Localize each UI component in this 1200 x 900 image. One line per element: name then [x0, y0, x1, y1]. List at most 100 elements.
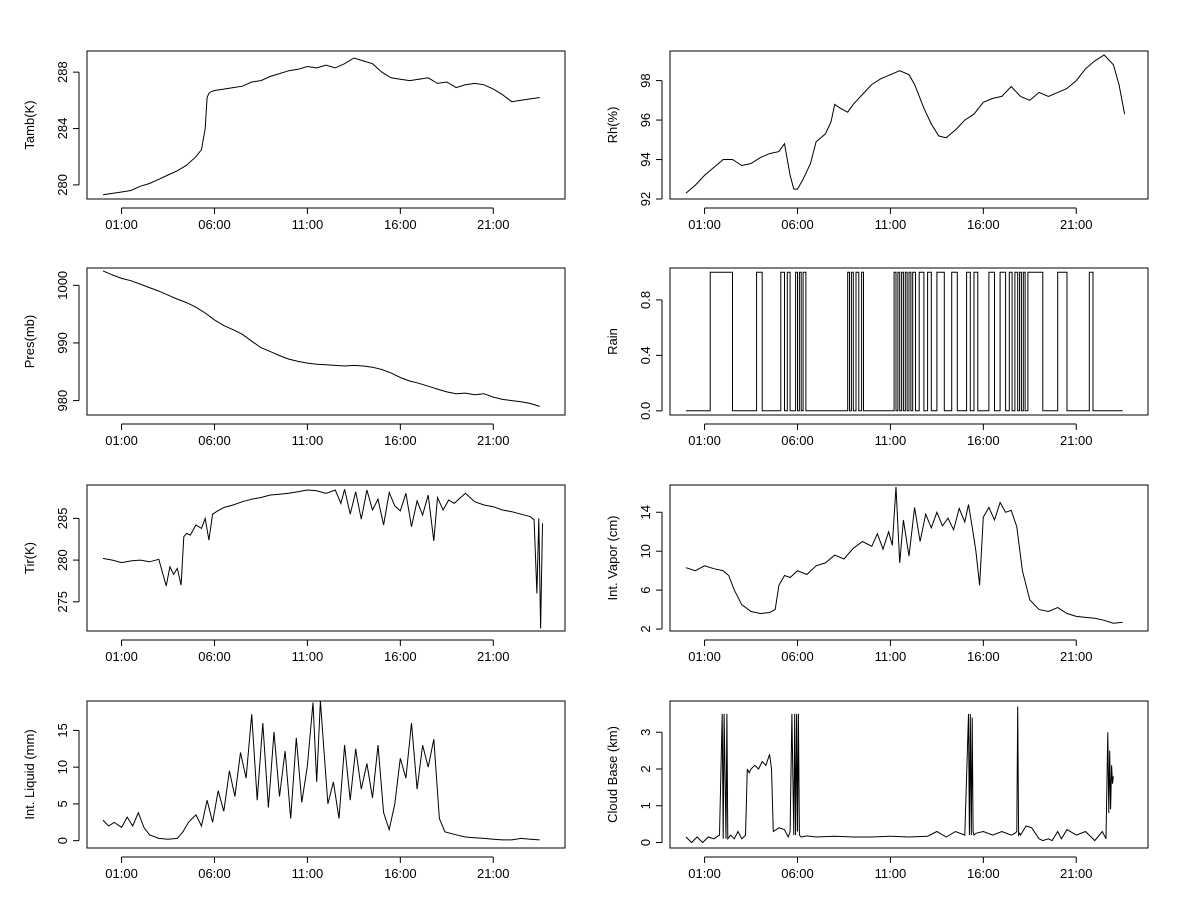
series-line-1: [686, 271, 1123, 412]
x-tick-label: 16:00: [384, 433, 417, 448]
plot-frame: [669, 700, 1149, 849]
y-tick-label: 990: [55, 332, 70, 354]
plot-frame: [669, 267, 1149, 416]
y-tick-label: 3: [638, 729, 653, 736]
plot-frame: [669, 484, 1149, 632]
y-tick-label: 285: [55, 508, 70, 530]
y-axis-title: Tir(K): [22, 542, 37, 574]
x-tick-label: 01:00: [105, 217, 138, 232]
y-tick-label: 2: [638, 625, 653, 632]
x-tick-label: 06:00: [781, 217, 814, 232]
y-tick-label: 0.8: [638, 291, 653, 309]
chart-panel-6: 01:00 06:00 11:00 16:00 21:00 2 6 10 14 Int. Vapo…: [605, 484, 1149, 664]
plot-frame: [86, 700, 566, 849]
y-tick-label: 15: [55, 723, 70, 737]
x-tick-label: 01:00: [688, 217, 721, 232]
plot-frame: [669, 50, 1149, 200]
x-tick-label: 16:00: [967, 649, 1000, 664]
x-tick-label: 01:00: [688, 433, 721, 448]
x-tick-label: 21:00: [1060, 433, 1093, 448]
y-tick-label: 288: [55, 61, 70, 83]
series-line-1: [685, 486, 1123, 624]
x-tick-label: 11:00: [292, 217, 324, 232]
y-tick-label: 0: [638, 839, 653, 846]
x-tick-label: 01:00: [105, 866, 138, 881]
y-axis-title: Cloud Base (km): [605, 726, 620, 823]
series-line-1: [102, 57, 540, 196]
y-axis-title: Pres(mb): [22, 315, 37, 368]
y-tick-label: 0.4: [638, 346, 653, 364]
x-tick-label: 06:00: [198, 866, 231, 881]
x-tick-label: 21:00: [477, 433, 510, 448]
x-tick-label: 06:00: [198, 433, 231, 448]
x-tick-label: 01:00: [688, 649, 721, 664]
y-tick-label: 96: [638, 113, 653, 127]
x-tick-label: 16:00: [967, 217, 1000, 232]
x-tick-label: 16:00: [967, 866, 1000, 881]
x-tick-label: 11:00: [292, 866, 324, 881]
plot-frame: [86, 267, 566, 416]
series-line-1: [102, 270, 540, 407]
y-tick-label: 280: [55, 549, 70, 571]
y-tick-label: 5: [55, 800, 70, 807]
x-tick-label: 21:00: [1060, 649, 1093, 664]
y-tick-label: 284: [55, 118, 70, 140]
x-tick-label: 21:00: [1060, 866, 1093, 881]
y-tick-label: 14: [638, 505, 653, 519]
y-axis-title: Int. Liquid (mm): [22, 729, 37, 819]
y-tick-label: 10: [55, 760, 70, 774]
y-tick-label: 10: [638, 544, 653, 558]
x-tick-label: 01:00: [105, 433, 138, 448]
x-tick-label: 11:00: [875, 217, 907, 232]
series-line-1: [102, 489, 543, 629]
x-tick-label: 06:00: [781, 433, 814, 448]
x-tick-label: 06:00: [781, 649, 814, 664]
x-tick-label: 21:00: [477, 866, 510, 881]
y-tick-label: 98: [638, 73, 653, 87]
chart-panel-8: 01:00 06:00 11:00 16:00 21:00 0 1 2 3 Cloud Base …: [605, 700, 1149, 881]
x-tick-label: 16:00: [967, 433, 1000, 448]
y-tick-label: 280: [55, 174, 70, 196]
y-axis-title: Rain: [605, 328, 620, 355]
x-tick-label: 11:00: [875, 866, 907, 881]
y-tick-label: 275: [55, 591, 70, 613]
chart-panel-3: 01:00 06:00 11:00 16:00 21:00 980 990 1000 Pres(…: [22, 267, 566, 448]
plot-frame: [86, 50, 566, 200]
x-tick-label: 06:00: [781, 866, 814, 881]
x-tick-label: 06:00: [198, 649, 231, 664]
y-axis-title: Int. Vapor (cm): [605, 515, 620, 600]
y-tick-label: 6: [638, 587, 653, 594]
chart-panel-2: 01:00 06:00 11:00 16:00 21:00 92 94 96 98 Rh(%): [605, 50, 1149, 232]
x-tick-label: 11:00: [292, 433, 324, 448]
y-tick-label: 0.0: [638, 402, 653, 420]
x-tick-label: 11:00: [875, 433, 907, 448]
x-tick-label: 21:00: [1060, 217, 1093, 232]
y-tick-label: 980: [55, 390, 70, 412]
x-tick-label: 01:00: [105, 649, 138, 664]
y-tick-label: 2: [638, 765, 653, 772]
chart-panel-7: 01:00 06:00 11:00 16:00 21:00 0 5 10 15 Int. Liqu…: [22, 700, 566, 881]
series-line-1: [685, 706, 1114, 844]
y-tick-label: 0: [55, 837, 70, 844]
x-tick-label: 21:00: [477, 217, 510, 232]
chart-panel-4: 01:00 06:00 11:00 16:00 21:00 0.0 0.4 0.8 Rain: [605, 267, 1149, 448]
y-tick-label: 94: [638, 152, 653, 166]
x-tick-label: 21:00: [477, 649, 510, 664]
y-tick-label: 1: [638, 802, 653, 809]
y-axis-title: Rh(%): [605, 107, 620, 144]
x-tick-label: 16:00: [384, 866, 417, 881]
series-line-1: [102, 700, 540, 841]
chart-panel-5: 01:00 06:00 11:00 16:00 21:00 275 280 285 Tir(K): [22, 484, 566, 664]
x-tick-label: 11:00: [875, 649, 907, 664]
x-tick-label: 16:00: [384, 217, 417, 232]
chart-panel-1: 01:00 06:00 11:00 16:00 21:00 280 284 288 Tamb(K…: [22, 50, 566, 232]
series-line-1: [685, 54, 1126, 194]
x-tick-label: 16:00: [384, 649, 417, 664]
y-tick-label: 1000: [55, 271, 70, 300]
plot-frame: [86, 484, 566, 632]
y-axis-title: Tamb(K): [22, 100, 37, 149]
x-tick-label: 11:00: [292, 649, 324, 664]
y-tick-label: 92: [638, 192, 653, 206]
x-tick-label: 01:00: [688, 866, 721, 881]
